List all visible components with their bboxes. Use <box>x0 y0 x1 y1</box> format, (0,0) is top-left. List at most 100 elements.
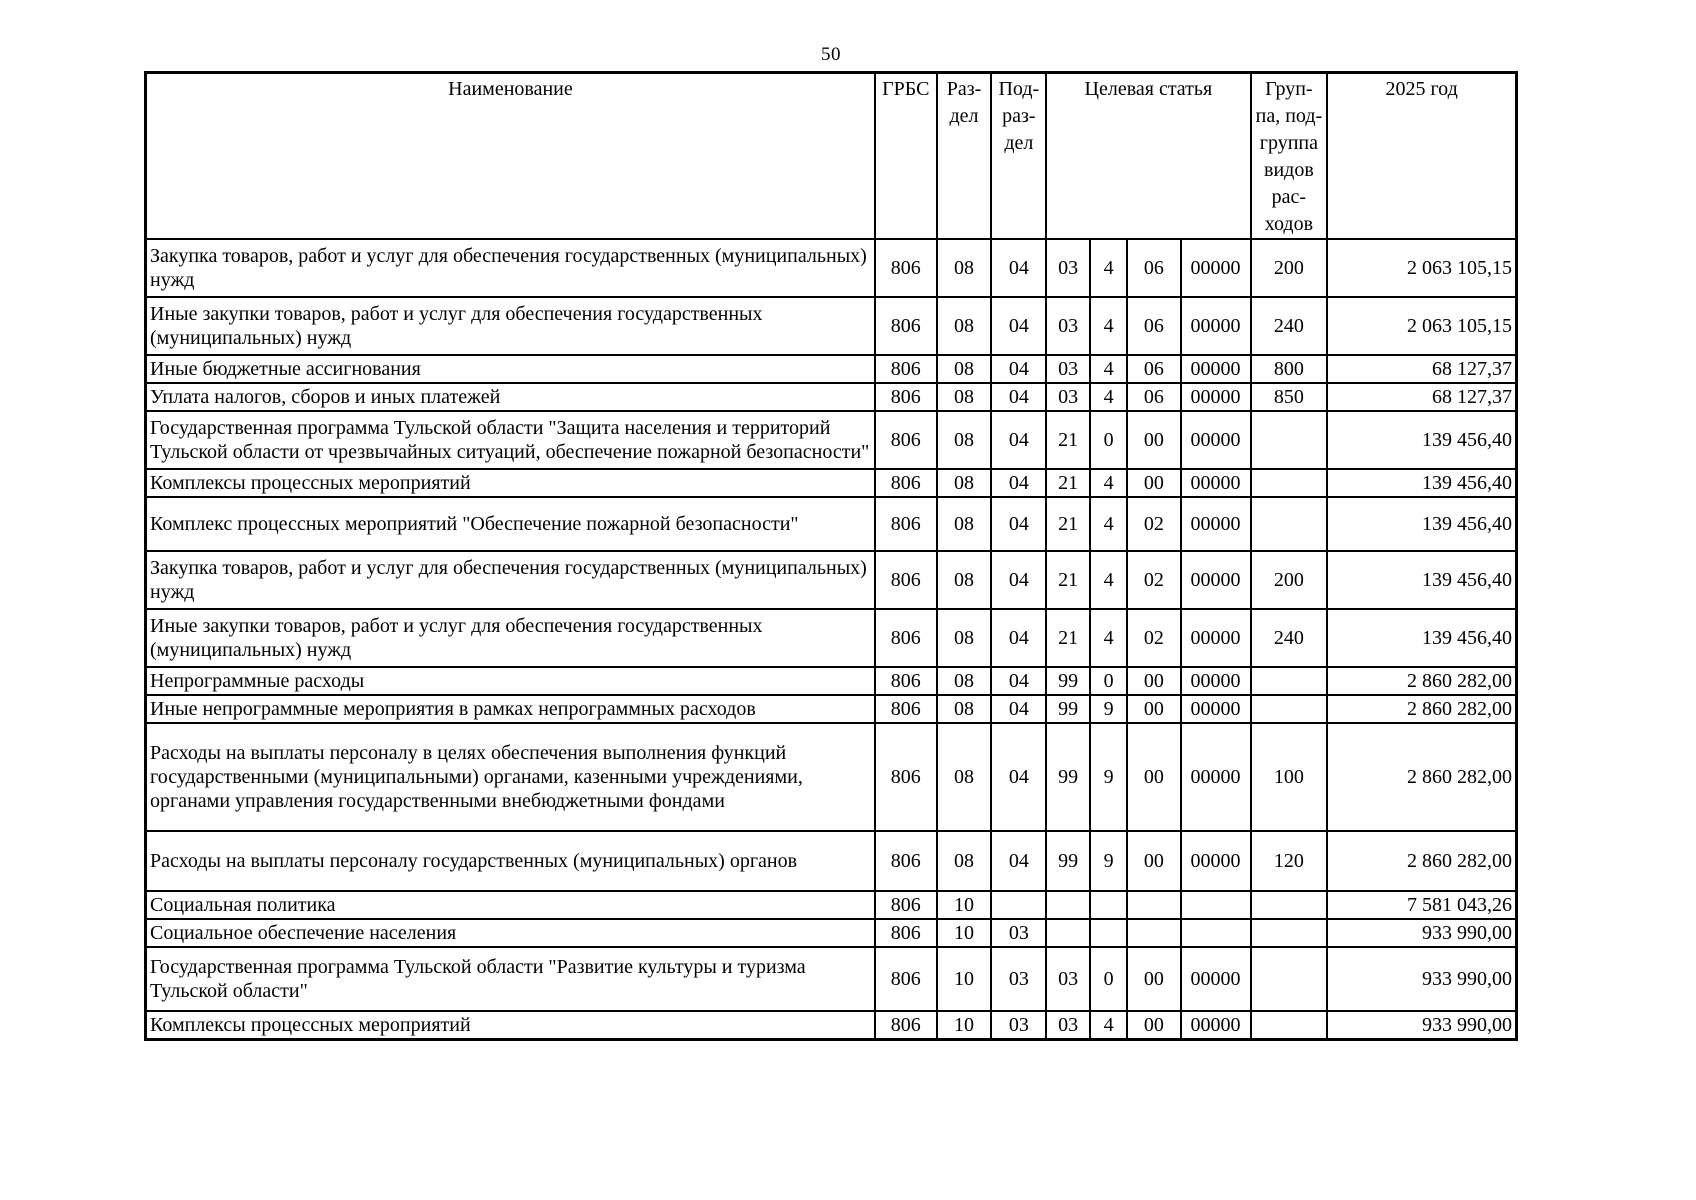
row-podrazdel: 04 <box>990 382 1048 412</box>
row-amount: 933 990,00 <box>1326 946 1518 1012</box>
row-grbs: 806 <box>873 296 938 356</box>
row-cs-1: 99 <box>1045 666 1092 696</box>
row-grbs: 806 <box>873 722 938 832</box>
row-cs-4: 00000 <box>1179 382 1252 412</box>
row-podrazdel: 03 <box>990 1010 1048 1041</box>
row-cs-2: 9 <box>1089 694 1129 724</box>
row-cs-1: 03 <box>1045 354 1092 384</box>
row-cs-4: 00000 <box>1179 694 1252 724</box>
header-year: 2025 год <box>1326 71 1518 240</box>
row-cs-2 <box>1089 918 1129 948</box>
row-cs-3: 00 <box>1126 946 1182 1012</box>
row-cs-3: 00 <box>1126 1010 1182 1041</box>
row-cs-1: 03 <box>1045 1010 1092 1041</box>
table-row: Государственная программа Тульской облас… <box>144 410 1518 470</box>
row-cs-4: 00000 <box>1179 946 1252 1012</box>
row-cs-1 <box>1045 918 1092 948</box>
row-cs-1: 21 <box>1045 496 1092 552</box>
row-amount: 7 581 043,26 <box>1326 890 1518 920</box>
row-cs-2: 0 <box>1089 410 1129 470</box>
row-cs-2: 4 <box>1089 550 1129 610</box>
row-cs-4: 00000 <box>1179 550 1252 610</box>
row-amount: 2 063 105,15 <box>1326 296 1518 356</box>
row-cs-4: 00000 <box>1179 296 1252 356</box>
row-cs-1: 99 <box>1045 722 1092 832</box>
row-grbs: 806 <box>873 382 938 412</box>
table-row: Расходы на выплаты персоналу государстве… <box>144 830 1518 892</box>
row-podrazdel: 04 <box>990 550 1048 610</box>
row-razdel: 10 <box>935 918 993 948</box>
row-podrazdel: 04 <box>990 722 1048 832</box>
row-cs-3: 06 <box>1126 354 1182 384</box>
row-vr <box>1249 1010 1329 1041</box>
row-razdel: 08 <box>935 296 993 356</box>
row-name: Иные бюджетные ассигнования <box>144 354 876 384</box>
table-row: Непрограммные расходы 806 08 04 99 0 00 00000 2 … <box>144 666 1518 696</box>
row-cs-2: 4 <box>1089 354 1129 384</box>
row-cs-2: 0 <box>1089 666 1129 696</box>
table-row: Иные закупки товаров, работ и услуг для … <box>144 296 1518 356</box>
row-cs-1: 03 <box>1045 382 1092 412</box>
row-cs-2: 4 <box>1089 238 1129 298</box>
row-podrazdel: 03 <box>990 946 1048 1012</box>
row-grbs: 806 <box>873 238 938 298</box>
row-razdel: 08 <box>935 496 993 552</box>
row-cs-3 <box>1126 918 1182 948</box>
table-row: Социальная политика 806 10 7 581 043,26 <box>144 890 1518 920</box>
row-vr: 100 <box>1249 722 1329 832</box>
row-cs-4 <box>1179 890 1252 920</box>
row-razdel: 10 <box>935 890 993 920</box>
row-podrazdel <box>990 890 1048 920</box>
row-cs-2: 4 <box>1089 608 1129 668</box>
row-vr: 800 <box>1249 354 1329 384</box>
header-name: Наименование <box>144 71 876 240</box>
table-row: Иные закупки товаров, работ и услуг для … <box>144 608 1518 668</box>
table-row: Закупка товаров, работ и услуг для обесп… <box>144 238 1518 298</box>
row-cs-1: 21 <box>1045 468 1092 498</box>
row-cs-3: 00 <box>1126 830 1182 892</box>
row-cs-3 <box>1126 890 1182 920</box>
row-cs-3: 06 <box>1126 296 1182 356</box>
row-grbs: 806 <box>873 354 938 384</box>
header-grbs: ГРБС <box>873 71 938 240</box>
row-grbs: 806 <box>873 694 938 724</box>
table-row: Уплата налогов, сборов и иных платежей 80… <box>144 382 1518 412</box>
budget-table: Наименование ГРБС Раз- дел Под- раз- дел… <box>144 71 1518 1041</box>
row-cs-2 <box>1089 890 1129 920</box>
row-podrazdel: 04 <box>990 354 1048 384</box>
row-vr: 200 <box>1249 238 1329 298</box>
row-amount: 68 127,37 <box>1326 382 1518 412</box>
row-cs-3: 00 <box>1126 722 1182 832</box>
row-name: Социальное обеспечение населения <box>144 918 876 948</box>
row-cs-2: 4 <box>1089 382 1129 412</box>
row-amount: 2 063 105,15 <box>1326 238 1518 298</box>
row-grbs: 806 <box>873 830 938 892</box>
row-cs-4: 00000 <box>1179 722 1252 832</box>
row-cs-1: 03 <box>1045 296 1092 356</box>
row-vr <box>1249 666 1329 696</box>
row-amount: 139 456,40 <box>1326 410 1518 470</box>
row-grbs: 806 <box>873 666 938 696</box>
row-razdel: 08 <box>935 468 993 498</box>
row-razdel: 08 <box>935 722 993 832</box>
row-razdel: 10 <box>935 1010 993 1041</box>
row-cs-3: 00 <box>1126 410 1182 470</box>
row-amount: 139 456,40 <box>1326 550 1518 610</box>
row-podrazdel: 04 <box>990 496 1048 552</box>
row-grbs: 806 <box>873 890 938 920</box>
row-cs-4: 00000 <box>1179 1010 1252 1041</box>
row-podrazdel: 04 <box>990 410 1048 470</box>
table-row: Иные непрограммные мероприятия в рамках … <box>144 694 1518 724</box>
row-amount: 933 990,00 <box>1326 918 1518 948</box>
row-name: Иные закупки товаров, работ и услуг для … <box>144 296 876 356</box>
row-name: Расходы на выплаты персоналу в целях обе… <box>144 722 876 832</box>
row-vr: 240 <box>1249 296 1329 356</box>
row-vr <box>1249 694 1329 724</box>
row-cs-1: 21 <box>1045 550 1092 610</box>
row-cs-1: 03 <box>1045 946 1092 1012</box>
table-row: Иные бюджетные ассигнования 806 08 04 03 4 06 0… <box>144 354 1518 384</box>
row-cs-2: 4 <box>1089 1010 1129 1041</box>
row-name: Комплексы процессных мероприятий <box>144 1010 876 1041</box>
row-name: Социальная политика <box>144 890 876 920</box>
row-razdel: 08 <box>935 666 993 696</box>
